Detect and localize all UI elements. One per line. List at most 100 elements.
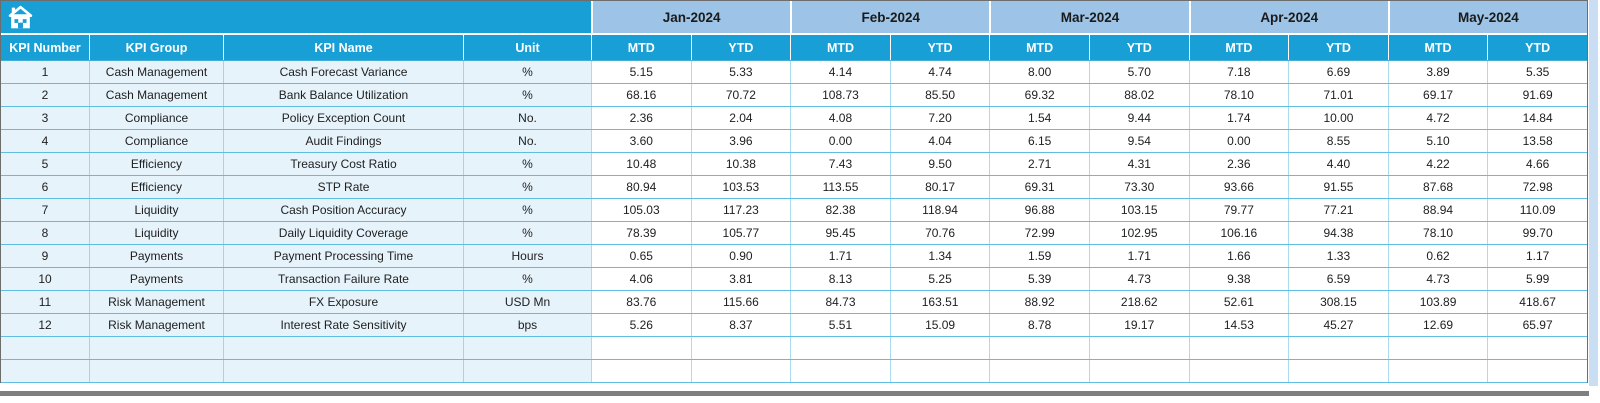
value-cell[interactable]: 77.21 (1288, 199, 1388, 221)
value-cell[interactable]: 78.39 (591, 222, 691, 244)
value-cell[interactable]: 5.26 (591, 314, 691, 336)
kpi-number-cell[interactable]: 2 (1, 84, 89, 106)
value-cell[interactable]: 163.51 (889, 291, 990, 313)
empty-cell[interactable] (989, 337, 1089, 359)
kpi-name-cell[interactable]: Transaction Failure Rate (223, 268, 463, 290)
value-cell[interactable]: 3.89 (1387, 61, 1488, 83)
value-cell[interactable]: 4.73 (1088, 268, 1189, 290)
kpi-number-cell[interactable]: 3 (1, 107, 89, 129)
value-cell[interactable]: 45.27 (1288, 314, 1388, 336)
value-cell[interactable]: 102.95 (1088, 222, 1189, 244)
value-cell[interactable]: 4.72 (1387, 107, 1488, 129)
empty-cell[interactable] (591, 360, 691, 382)
value-cell[interactable]: 52.61 (1188, 291, 1289, 313)
value-cell[interactable]: 4.14 (790, 61, 890, 83)
empty-cell[interactable] (1487, 360, 1587, 382)
unit-cell[interactable]: % (463, 268, 591, 290)
value-cell[interactable]: 9.50 (889, 153, 990, 175)
value-cell[interactable]: 93.66 (1188, 176, 1289, 198)
value-cell[interactable]: 14.84 (1487, 107, 1587, 129)
empty-cell[interactable] (89, 337, 223, 359)
value-cell[interactable]: 0.65 (591, 245, 691, 267)
kpi-name-cell[interactable]: Payment Processing Time (223, 245, 463, 267)
value-cell[interactable]: 70.72 (690, 84, 791, 106)
value-cell[interactable]: 69.32 (989, 84, 1089, 106)
kpi-number-cell[interactable]: 4 (1, 130, 89, 152)
value-cell[interactable]: 78.10 (1188, 84, 1289, 106)
kpi-group-cell[interactable]: Liquidity (89, 222, 223, 244)
value-cell[interactable]: 117.23 (690, 199, 791, 221)
value-cell[interactable]: 72.98 (1487, 176, 1587, 198)
empty-cell[interactable] (463, 337, 591, 359)
column-header[interactable]: Unit (463, 35, 591, 60)
value-cell[interactable]: 7.20 (889, 107, 990, 129)
value-cell[interactable]: 80.17 (889, 176, 990, 198)
value-cell[interactable]: 70.76 (889, 222, 990, 244)
unit-cell[interactable]: % (463, 176, 591, 198)
empty-cell[interactable] (1387, 337, 1488, 359)
empty-cell[interactable] (1188, 360, 1289, 382)
value-cell[interactable]: 103.89 (1387, 291, 1488, 313)
empty-cell[interactable] (690, 337, 791, 359)
unit-cell[interactable]: % (463, 84, 591, 106)
period-header[interactable]: YTD (690, 35, 791, 60)
value-cell[interactable]: 118.94 (889, 199, 990, 221)
empty-cell[interactable] (1288, 337, 1388, 359)
value-cell[interactable]: 4.22 (1387, 153, 1488, 175)
value-cell[interactable]: 10.38 (690, 153, 791, 175)
column-header[interactable]: KPI Name (223, 35, 463, 60)
value-cell[interactable]: 5.25 (889, 268, 990, 290)
empty-cell[interactable] (889, 360, 990, 382)
value-cell[interactable]: 4.40 (1288, 153, 1388, 175)
unit-cell[interactable]: bps (463, 314, 591, 336)
empty-cell[interactable] (1288, 360, 1388, 382)
value-cell[interactable]: 3.81 (690, 268, 791, 290)
value-cell[interactable]: 4.04 (889, 130, 990, 152)
value-cell[interactable]: 7.18 (1188, 61, 1289, 83)
value-cell[interactable]: 91.55 (1288, 176, 1388, 198)
period-header[interactable]: YTD (1288, 35, 1388, 60)
value-cell[interactable]: 3.96 (690, 130, 791, 152)
kpi-group-cell[interactable]: Risk Management (89, 291, 223, 313)
value-cell[interactable]: 8.13 (790, 268, 890, 290)
value-cell[interactable]: 8.78 (989, 314, 1089, 336)
kpi-number-cell[interactable]: 10 (1, 268, 89, 290)
empty-cell[interactable] (1487, 337, 1587, 359)
unit-cell[interactable]: No. (463, 107, 591, 129)
value-cell[interactable]: 2.04 (690, 107, 791, 129)
value-cell[interactable]: 110.09 (1487, 199, 1587, 221)
empty-cell[interactable] (790, 360, 890, 382)
empty-cell[interactable] (89, 360, 223, 382)
value-cell[interactable]: 15.09 (889, 314, 990, 336)
value-cell[interactable]: 82.38 (790, 199, 890, 221)
value-cell[interactable]: 3.60 (591, 130, 691, 152)
value-cell[interactable]: 4.08 (790, 107, 890, 129)
kpi-name-cell[interactable]: FX Exposure (223, 291, 463, 313)
value-cell[interactable]: 6.69 (1288, 61, 1388, 83)
empty-cell[interactable] (1, 360, 89, 382)
empty-cell[interactable] (690, 360, 791, 382)
value-cell[interactable]: 5.33 (690, 61, 791, 83)
value-cell[interactable]: 5.10 (1387, 130, 1488, 152)
period-header[interactable]: YTD (889, 35, 990, 60)
empty-cell[interactable] (1387, 360, 1488, 382)
value-cell[interactable]: 8.00 (989, 61, 1089, 83)
kpi-group-cell[interactable]: Liquidity (89, 199, 223, 221)
kpi-group-cell[interactable]: Payments (89, 268, 223, 290)
unit-cell[interactable]: % (463, 153, 591, 175)
kpi-name-cell[interactable]: Audit Findings (223, 130, 463, 152)
period-header[interactable]: MTD (1387, 35, 1488, 60)
value-cell[interactable]: 1.33 (1288, 245, 1388, 267)
unit-cell[interactable]: No. (463, 130, 591, 152)
value-cell[interactable]: 8.55 (1288, 130, 1388, 152)
unit-cell[interactable]: Hours (463, 245, 591, 267)
value-cell[interactable]: 115.66 (690, 291, 791, 313)
value-cell[interactable]: 88.92 (989, 291, 1089, 313)
unit-cell[interactable]: USD Mn (463, 291, 591, 313)
column-header[interactable]: KPI Group (89, 35, 223, 60)
value-cell[interactable]: 105.03 (591, 199, 691, 221)
value-cell[interactable]: 9.44 (1088, 107, 1189, 129)
kpi-name-cell[interactable]: Cash Forecast Variance (223, 61, 463, 83)
value-cell[interactable]: 6.15 (989, 130, 1089, 152)
period-header[interactable]: YTD (1487, 35, 1587, 60)
